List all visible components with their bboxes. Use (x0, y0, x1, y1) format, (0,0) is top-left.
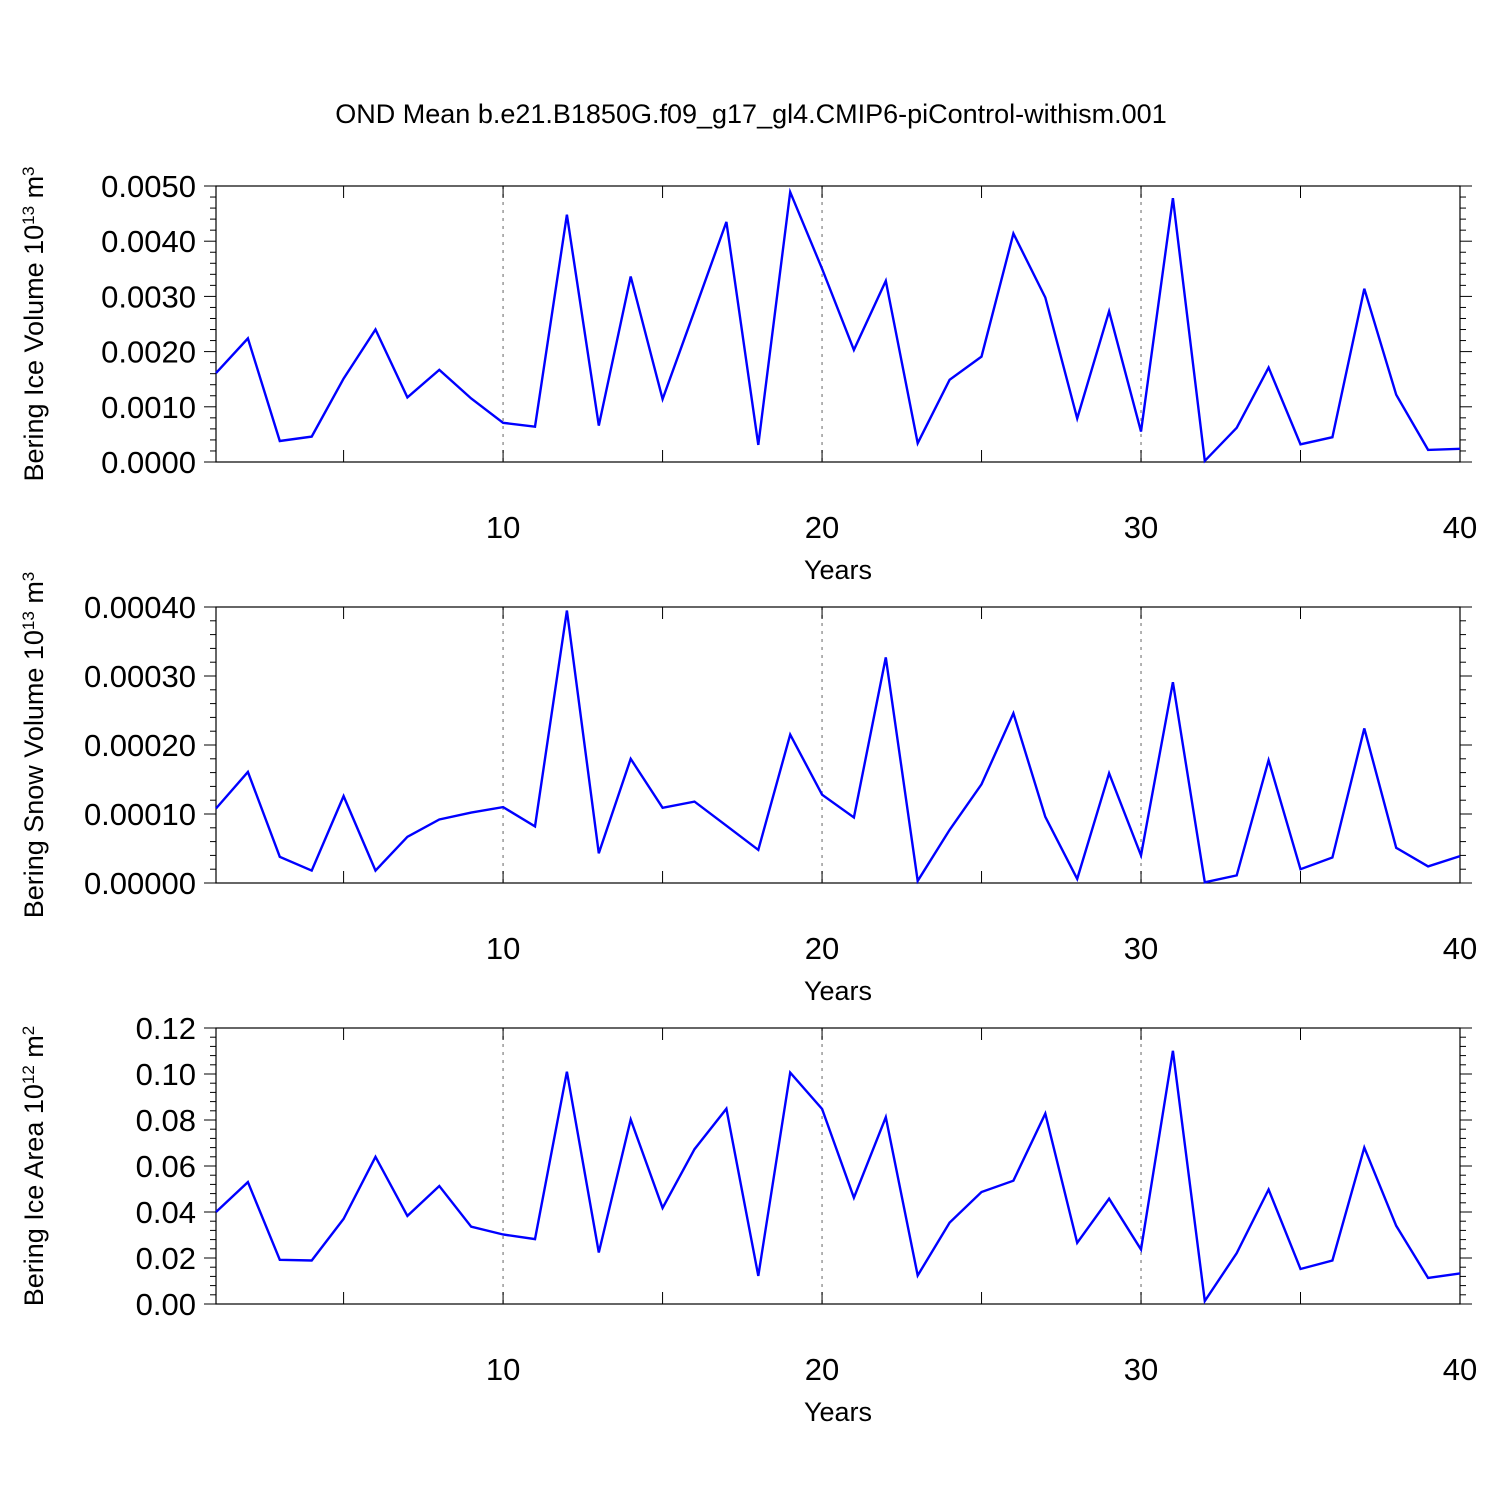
y-label-text: Bering Ice Area 10 (19, 1084, 49, 1306)
y-tick-label: 0.00000 (84, 866, 196, 901)
y-tick-label: 0.0040 (101, 224, 196, 259)
y-tick-label: 0.08 (136, 1103, 196, 1138)
x-axis-label: Years (804, 555, 872, 585)
y-tick-label: 0.12 (136, 1011, 196, 1046)
y-label-text: m (19, 1035, 49, 1065)
x-tick-label: 20 (805, 931, 839, 966)
x-tick-label: 30 (1124, 510, 1158, 545)
x-tick-label: 20 (805, 510, 839, 545)
y-label-superscript: 3 (19, 572, 38, 581)
panel-3: 0.00 0.02 0.04 0.06 0.08 0.10 0.12 10 20 30 40 Year… (19, 1011, 1478, 1427)
y-label-superscript: 13 (19, 611, 38, 630)
y-tick-label: 0.04 (136, 1195, 196, 1230)
x-tick-label: 40 (1443, 510, 1477, 545)
y-tick-label: 0.00040 (84, 590, 196, 625)
panel-1: 0.0000 0.0010 0.0020 0.0030 0.0040 0.0050 10 20… (19, 166, 1478, 585)
x-tick-label: 10 (486, 1352, 520, 1387)
plot-frame (215, 1027, 1461, 1305)
series-line (215, 187, 1461, 464)
y-tick-label: 0.10 (136, 1057, 196, 1092)
x-tick-label: 40 (1443, 1352, 1477, 1387)
y-tick-label: 0.00 (136, 1287, 196, 1322)
panel-2: 0.00000 0.00010 0.00020 0.00030 0.00040 10 20 3… (19, 572, 1478, 1006)
y-axis-label: Bering Ice Area 1012 m2 (19, 1026, 49, 1307)
y-tick-label: 0.00030 (84, 659, 196, 694)
x-axis-label: Years (804, 976, 872, 1006)
plot-frame (215, 185, 1461, 463)
y-label-text: m (19, 176, 49, 206)
series-line (215, 610, 1461, 885)
x-tick-label: 10 (486, 931, 520, 966)
y-label-superscript: 3 (19, 166, 38, 175)
y-label-text: Bering Ice Volume 10 (19, 225, 49, 482)
y-tick-label: 0.0010 (101, 390, 196, 425)
x-tick-label: 40 (1443, 931, 1477, 966)
y-tick-label: 0.06 (136, 1149, 196, 1184)
x-tick-label: 20 (805, 1352, 839, 1387)
x-tick-label: 10 (486, 510, 520, 545)
chart-title: OND Mean b.e21.B1850G.f09_g17_gl4.CMIP6-… (335, 99, 1166, 129)
y-tick-label: 0.00010 (84, 797, 196, 832)
series-line (215, 1050, 1461, 1305)
y-label-superscript: 13 (19, 206, 38, 225)
y-axis-label: Bering Snow Volume 1013 m3 (19, 572, 49, 919)
y-label-superscript: 12 (19, 1065, 38, 1084)
x-axis-label: Years (804, 1397, 872, 1427)
x-tick-label: 30 (1124, 1352, 1158, 1387)
y-tick-label: 0.0050 (101, 169, 196, 204)
y-tick-label: 0.00020 (84, 728, 196, 763)
y-axis-label: Bering Ice Volume 1013 m3 (19, 166, 49, 481)
y-label-text: Bering Snow Volume 10 (19, 630, 49, 918)
y-tick-label: 0.02 (136, 1241, 196, 1276)
x-tick-label: 30 (1124, 931, 1158, 966)
y-label-superscript: 2 (19, 1026, 38, 1035)
y-label-text: m (19, 581, 49, 611)
y-tick-label: 0.0020 (101, 335, 196, 370)
y-tick-label: 0.0030 (101, 279, 196, 314)
y-tick-label: 0.0000 (101, 445, 196, 480)
